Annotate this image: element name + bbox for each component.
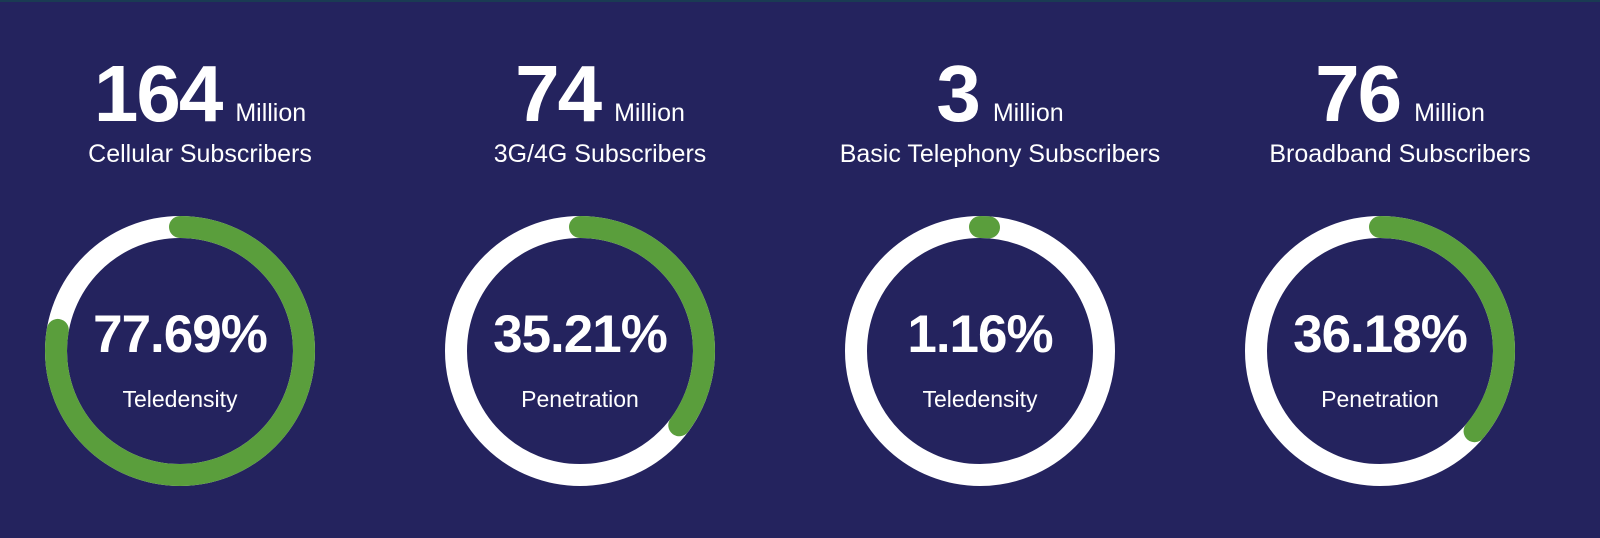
progress-ring [1245, 216, 1515, 486]
stat-cellular: 164 Million Cellular Subscribers 77.69% T… [0, 0, 400, 538]
ring-progress-arc [445, 216, 715, 486]
ring-progress-arc [845, 216, 1115, 486]
percent-value: 77.69% [93, 305, 268, 364]
stat-headline: 74 Million [400, 54, 800, 134]
count-unit: Million [235, 99, 307, 127]
count-unit: Million [1414, 99, 1485, 127]
ring-progress-arc [45, 216, 315, 486]
metric-label: Teledensity [122, 386, 238, 412]
progress-ring [845, 216, 1115, 486]
percent-value: 1.16% [907, 305, 1053, 364]
stat-basic-telephony: 3 Million Basic Telephony Subscribers 1.1… [800, 0, 1200, 538]
count-unit: Million [614, 99, 685, 127]
stat-3g-4g: 74 Million 3G/4G Subscribers 35.21% Penet… [400, 0, 800, 538]
progress-ring [445, 216, 715, 486]
percent-value: 35.21% [493, 305, 668, 364]
metric-label: Teledensity [922, 386, 1038, 412]
subscriber-count: 3 [936, 49, 980, 138]
subscriber-count: 74 [515, 49, 602, 138]
subscriber-count: 76 [1315, 49, 1402, 138]
ring-progress-arc [1245, 216, 1515, 486]
subscriber-count: 164 [93, 49, 223, 138]
stat-caption: 3G/4G Subscribers [493, 140, 707, 168]
stat-broadband: 76 Million Broadband Subscribers 36.18% P… [1200, 0, 1600, 538]
stat-caption: Basic Telephony Subscribers [839, 140, 1161, 168]
stat-headline: 3 Million [800, 54, 1200, 134]
stat-headline: 76 Million [1200, 54, 1600, 134]
top-border [0, 0, 1600, 2]
progress-ring [45, 216, 315, 486]
metric-label: Penetration [1321, 386, 1439, 412]
stat-caption: Cellular Subscribers [88, 140, 312, 168]
stat-headline: 164 Million [0, 54, 400, 134]
metric-label: Penetration [521, 386, 639, 412]
count-unit: Million [992, 99, 1064, 127]
percent-value: 36.18% [1293, 305, 1468, 364]
stat-caption: Broadband Subscribers [1269, 140, 1531, 168]
